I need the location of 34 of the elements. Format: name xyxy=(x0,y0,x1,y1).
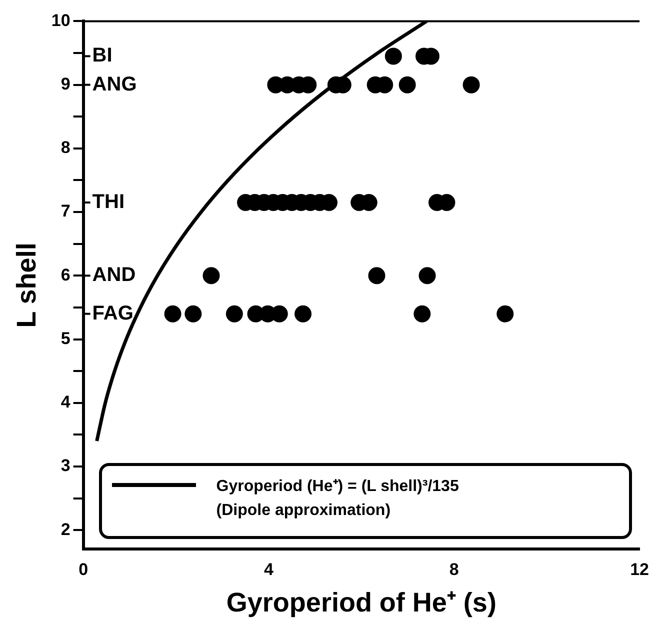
y-tick-label: 6 xyxy=(60,265,70,284)
y-tick-label: 2 xyxy=(60,520,70,539)
point xyxy=(414,305,431,322)
legend-box: Gyroperiod (He⁺) = (L shell)³/135 (Dipole approximation) xyxy=(99,463,632,540)
y-tick-label: 4 xyxy=(60,392,71,412)
y-tick-label: 8 xyxy=(60,138,70,158)
point xyxy=(226,305,243,322)
y-axis-title: L shell xyxy=(12,242,42,328)
x-tick-label: 0 xyxy=(78,560,88,580)
point xyxy=(368,267,386,284)
x-tick-label: 4 xyxy=(264,560,274,580)
point xyxy=(164,305,182,322)
point xyxy=(202,267,220,284)
point xyxy=(418,267,436,284)
x-tick-label: 8 xyxy=(449,560,459,580)
annotation: FAG xyxy=(92,302,134,324)
point xyxy=(496,305,514,322)
point xyxy=(294,305,312,322)
y-tick-label: 9 xyxy=(60,74,70,94)
point xyxy=(184,305,202,322)
annotation: THI xyxy=(92,191,125,214)
annotation: (Dipole approximation) xyxy=(216,502,392,520)
x-axis-title: Gyroperiod of He⁺ (s) xyxy=(226,587,496,618)
annotation: ANG xyxy=(92,73,137,96)
point xyxy=(462,76,480,94)
y-tick-label: 7 xyxy=(60,202,70,221)
x-tick-label: 12 xyxy=(630,560,650,580)
y-tick-label: 3 xyxy=(60,456,70,476)
point xyxy=(384,48,402,65)
annotation: AND xyxy=(92,264,136,286)
annotation: BI xyxy=(92,44,112,67)
y-tick-label: 5 xyxy=(60,328,70,348)
y-tick-label: 10 xyxy=(51,10,70,30)
point xyxy=(398,76,416,94)
